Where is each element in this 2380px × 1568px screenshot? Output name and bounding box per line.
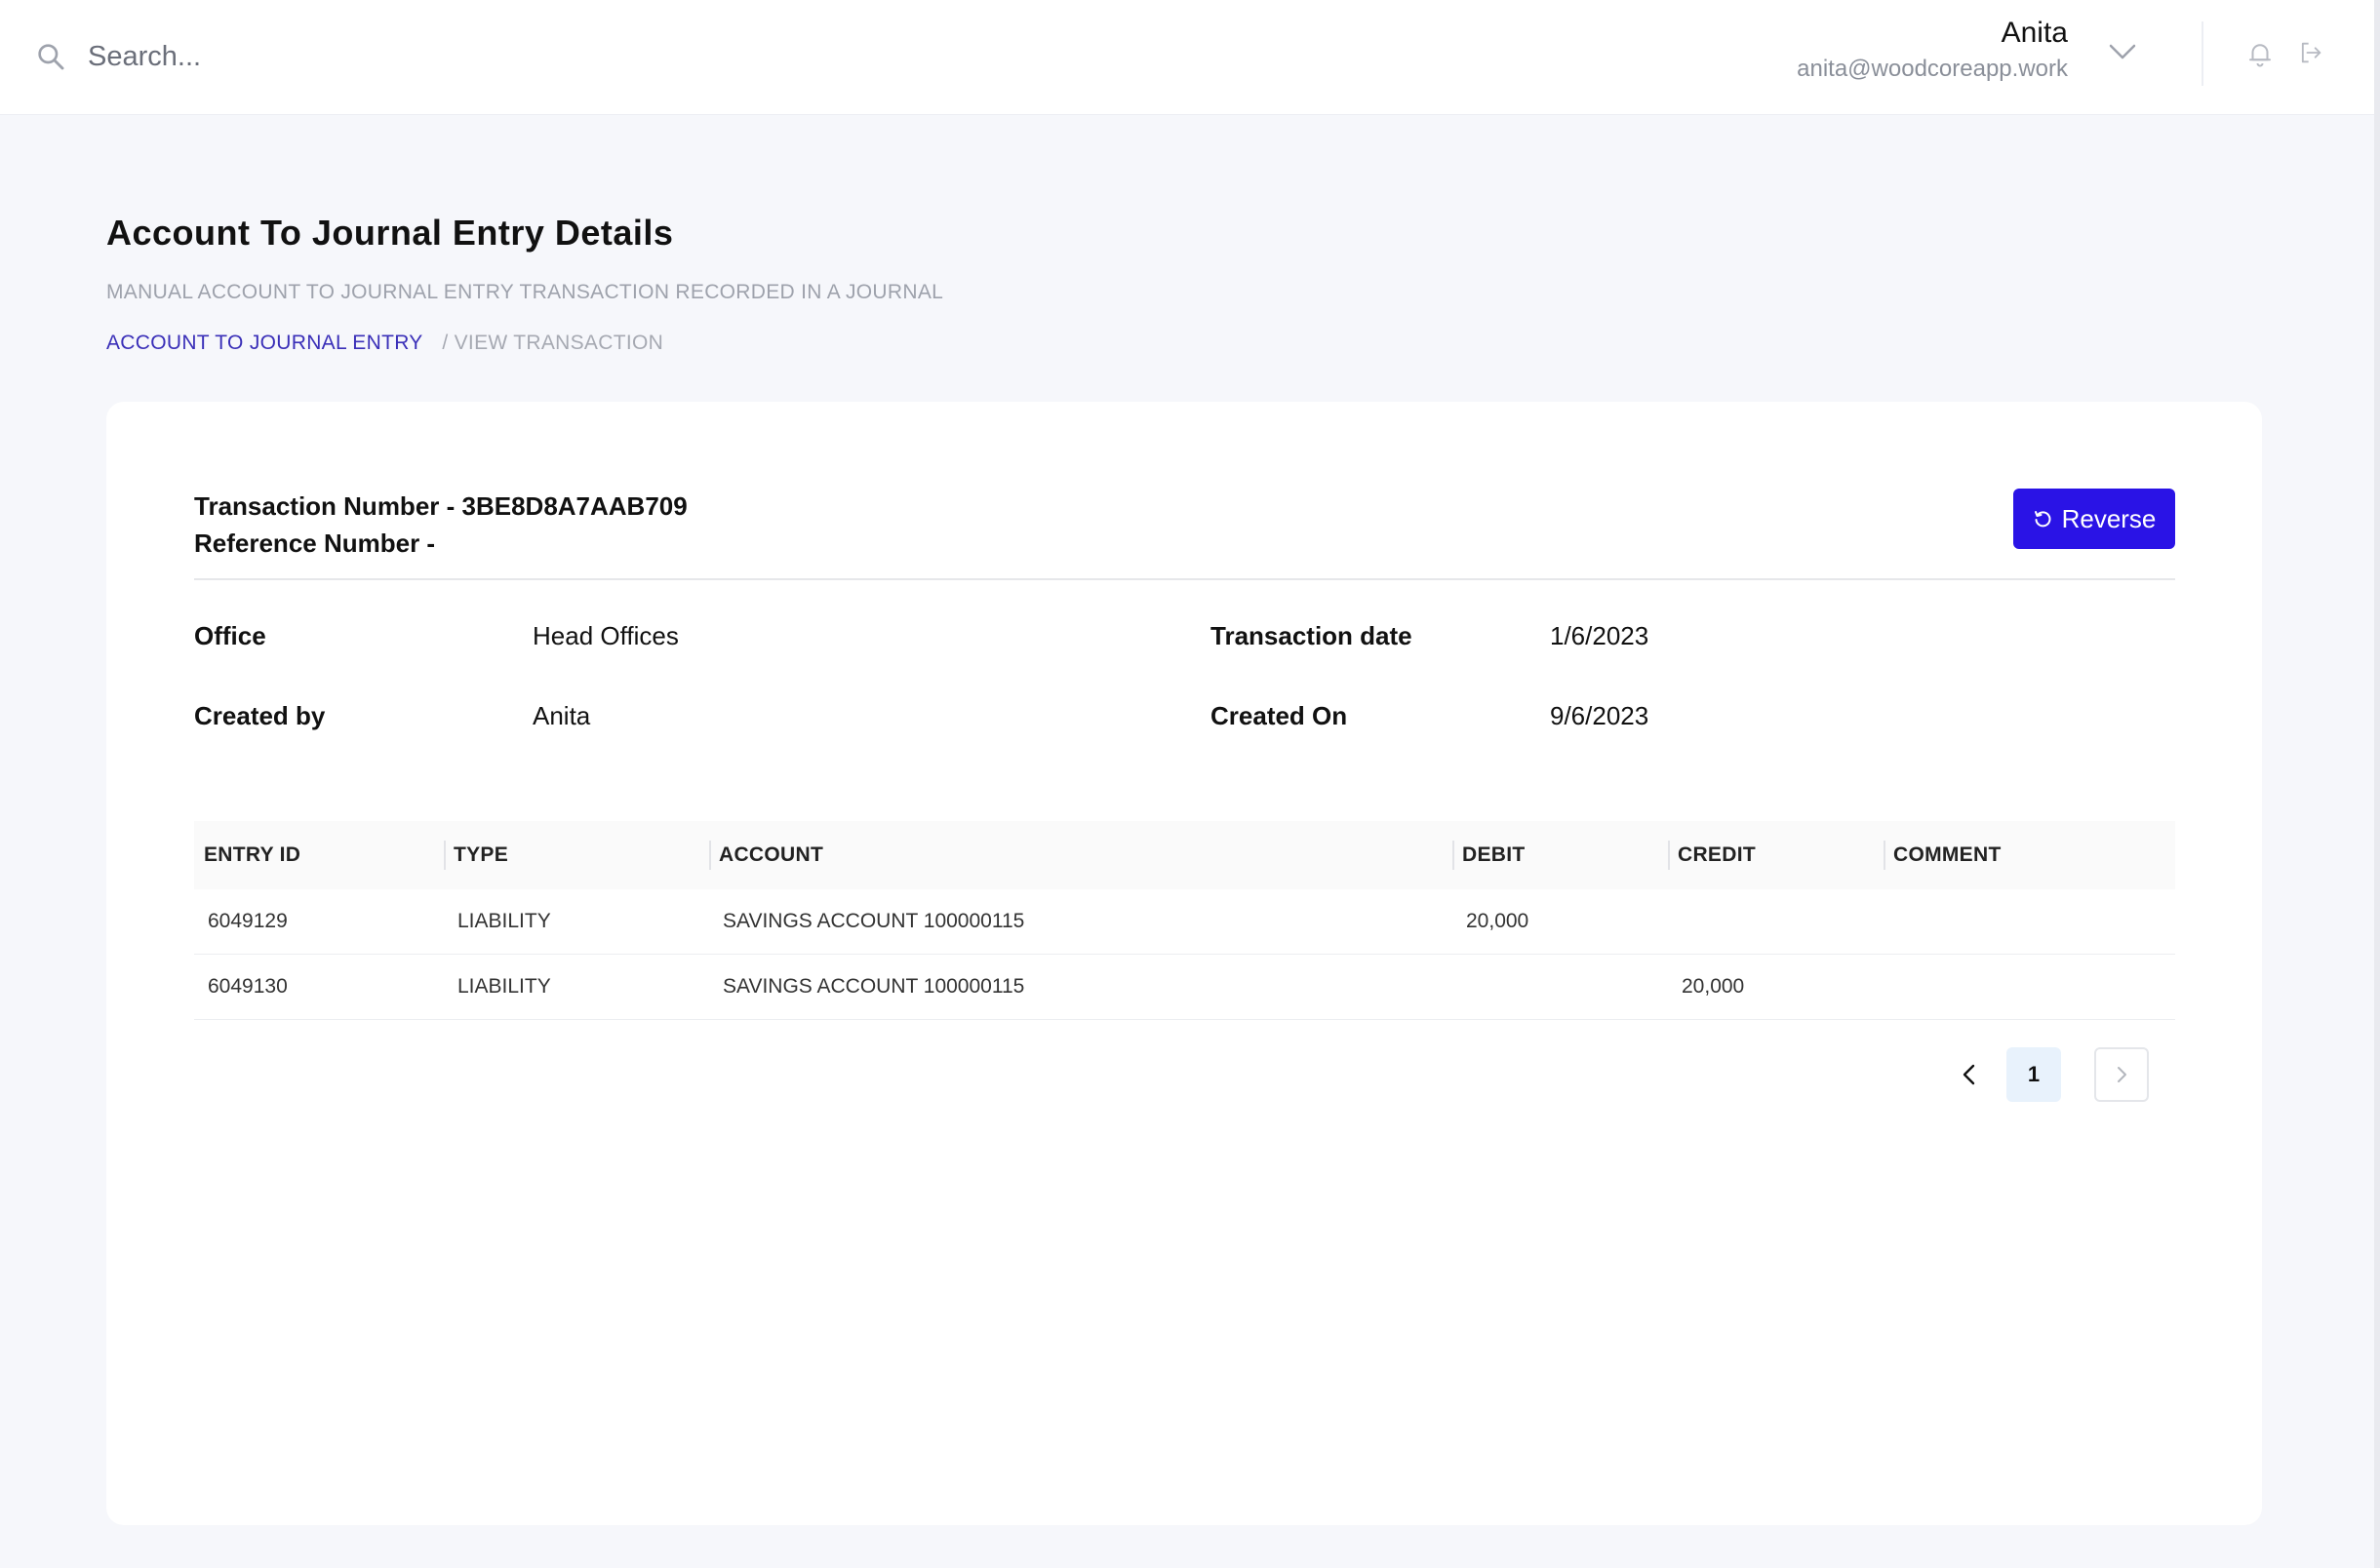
table-header: ENTRY ID TYPE ACCOUNT DEBIT CREDIT COMME… (194, 821, 2175, 889)
table-row[interactable]: 6049130 LIABILITY SAVINGS ACCOUNT 100000… (194, 955, 2175, 1020)
cell-entry-id: 6049130 (208, 975, 288, 998)
reverse-button[interactable]: Reverse (2013, 489, 2175, 549)
created-by-value: Anita (533, 701, 591, 730)
cell-type: LIABILITY (457, 910, 551, 932)
transaction-heading: Transaction Number - 3BE8D8A7AAB709 Refe… (194, 488, 688, 562)
breadcrumb-link[interactable]: ACCOUNT TO JOURNAL ENTRY (106, 332, 423, 354)
scrollbar-track[interactable] (2374, 0, 2380, 1568)
column-header-account[interactable]: ACCOUNT (709, 821, 1452, 889)
search-input[interactable] (86, 39, 675, 74)
transaction-number: Transaction Number - 3BE8D8A7AAB709 (194, 491, 688, 521)
cell-debit: 20,000 (1466, 910, 1529, 932)
office-label: Office (194, 621, 266, 650)
previous-page-button[interactable] (1950, 1047, 1989, 1102)
pagination: 1 (1950, 1047, 2149, 1102)
transaction-card: Transaction Number - 3BE8D8A7AAB709 Refe… (106, 402, 2262, 1525)
chevron-left-icon (1963, 1064, 1975, 1085)
search-bar (35, 29, 675, 84)
search-icon (38, 44, 64, 70)
chevron-right-icon (2118, 1067, 2126, 1082)
page-subtitle: MANUAL ACCOUNT TO JOURNAL ENTRY TRANSACT… (106, 281, 944, 303)
created-by-label: Created by (194, 701, 326, 730)
column-header-comment[interactable]: COMMENT (1884, 821, 2175, 889)
bell-icon[interactable] (2245, 39, 2275, 68)
page-number-button[interactable]: 1 (2006, 1047, 2061, 1102)
column-header-credit[interactable]: CREDIT (1668, 821, 1884, 889)
breadcrumb: ACCOUNT TO JOURNAL ENTRY / VIEW TRANSACT… (106, 332, 663, 355)
reverse-button-label: Reverse (2061, 503, 2157, 533)
page-title: Account To Journal Entry Details (106, 213, 674, 253)
cell-account: SAVINGS ACCOUNT 100000115 (723, 910, 1025, 932)
header-divider (2202, 21, 2203, 86)
top-bar: Anita anita@woodcoreapp.work (0, 0, 2380, 115)
table-row[interactable]: 6049129 LIABILITY SAVINGS ACCOUNT 100000… (194, 889, 2175, 955)
column-header-type[interactable]: TYPE (444, 821, 709, 889)
user-name: Anita (2001, 17, 2068, 49)
column-header-debit[interactable]: DEBIT (1452, 821, 1668, 889)
office-value: Head Offices (533, 621, 679, 650)
journal-entries-table: ENTRY ID TYPE ACCOUNT DEBIT CREDIT COMME… (194, 821, 2175, 1020)
transaction-date-value: 1/6/2023 (1550, 621, 1649, 650)
user-email: anita@woodcoreapp.work (1797, 56, 2068, 82)
chevron-down-icon[interactable] (2105, 37, 2140, 66)
created-on-label: Created On (1210, 701, 1348, 730)
column-header-entry-id[interactable]: ENTRY ID (204, 843, 301, 866)
user-info[interactable]: Anita anita@woodcoreapp.work (1797, 14, 2068, 86)
logout-icon[interactable] (2297, 39, 2324, 66)
cell-type: LIABILITY (457, 975, 551, 998)
next-page-button[interactable] (2094, 1047, 2149, 1102)
cell-account: SAVINGS ACCOUNT 100000115 (723, 975, 1025, 998)
reference-number: Reference Number - (194, 529, 436, 558)
header-divider-line (194, 578, 2175, 580)
breadcrumb-current: / VIEW TRANSACTION (442, 332, 664, 354)
created-on-value: 9/6/2023 (1550, 701, 1649, 730)
cell-credit: 20,000 (1682, 975, 1745, 998)
undo-icon (2034, 511, 2051, 528)
transaction-date-label: Transaction date (1210, 621, 1412, 650)
cell-entry-id: 6049129 (208, 910, 288, 932)
